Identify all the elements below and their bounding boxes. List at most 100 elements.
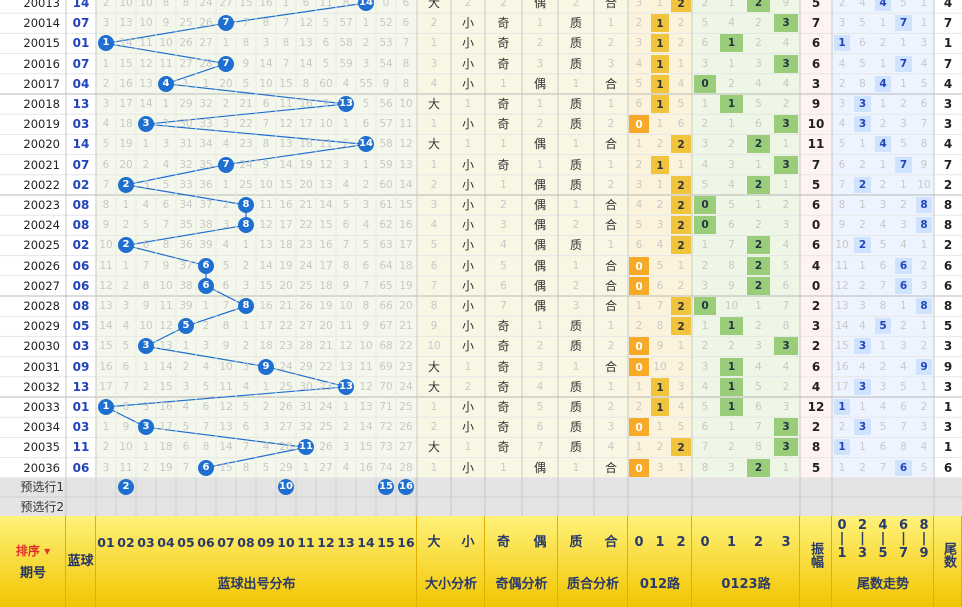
size-big: 1 bbox=[430, 37, 438, 50]
miss-count: 12 bbox=[399, 138, 413, 151]
route012-miss: 2 bbox=[656, 441, 664, 454]
even-cell: 偶 bbox=[533, 278, 546, 293]
miss-count: 7 bbox=[182, 461, 190, 474]
tail-miss: 3 bbox=[920, 279, 928, 292]
miss-count: 1 bbox=[182, 77, 190, 90]
blue-ball: 7 bbox=[218, 156, 234, 173]
miss-count: 14 bbox=[259, 57, 273, 70]
miss-count: 16 bbox=[299, 98, 313, 110]
amplitude-cell: 2 bbox=[811, 339, 821, 354]
miss-count: 12 bbox=[139, 57, 153, 70]
miss-count: 59 bbox=[339, 57, 353, 70]
tail-miss: 2 bbox=[838, 77, 846, 90]
miss-count: 25 bbox=[299, 279, 313, 292]
preselect-ball[interactable]: 10 bbox=[278, 479, 294, 495]
amplitude-cell: 3 bbox=[811, 319, 821, 334]
prime-cell: 质 bbox=[569, 117, 582, 132]
even-cell: 5 bbox=[536, 401, 544, 413]
miss-count: 1 bbox=[342, 401, 350, 413]
route012-hit: 1 bbox=[651, 155, 669, 174]
route0123-hit: 2 bbox=[747, 276, 770, 295]
miss-count: 19 bbox=[399, 279, 413, 292]
tail-hit: 7 bbox=[895, 156, 912, 173]
miss-count: 8 bbox=[102, 199, 110, 211]
miss-count: 1 bbox=[362, 17, 370, 30]
preselect-ball[interactable]: 15 bbox=[378, 479, 394, 495]
amplitude-header bbox=[800, 516, 832, 607]
miss-count: 8 bbox=[242, 461, 250, 474]
route0123-miss: 1 bbox=[755, 158, 762, 171]
odd-cell: 奇 bbox=[497, 440, 510, 455]
size-analysis-col: 大 bbox=[427, 535, 441, 550]
primecomp-analysis-col: 合 bbox=[604, 535, 618, 550]
tail-miss: 5 bbox=[879, 421, 887, 434]
tail-miss: 1 bbox=[900, 178, 907, 191]
ball-number-header: 11 bbox=[297, 535, 315, 550]
odd-cell: 奇 bbox=[497, 359, 510, 374]
composite-cell: 合 bbox=[604, 278, 617, 293]
route012-miss: 8 bbox=[656, 320, 664, 333]
route0123-miss: 2 bbox=[755, 219, 762, 232]
route012-hit: 0 bbox=[629, 115, 649, 134]
miss-count: 5 bbox=[262, 461, 270, 474]
even-cell: 偶 bbox=[533, 177, 546, 192]
route0123-miss: 7 bbox=[782, 300, 790, 312]
miss-count: 11 bbox=[259, 199, 273, 211]
miss-count: 7 bbox=[102, 178, 110, 191]
miss-count: 59 bbox=[379, 158, 393, 171]
miss-count: 26 bbox=[299, 300, 313, 312]
tail-miss: 7 bbox=[879, 279, 887, 292]
preselect-row-1-label[interactable]: 预选行1 bbox=[20, 480, 64, 494]
prime-cell: 质 bbox=[569, 157, 582, 172]
size-big: 大 bbox=[427, 0, 440, 10]
miss-count: 31 bbox=[179, 138, 193, 151]
route0123-miss: 8 bbox=[755, 441, 762, 454]
amplitude-cell: 6 bbox=[811, 36, 821, 51]
composite-cell: 合 bbox=[604, 460, 617, 475]
sort-header[interactable]: 排序 ▾ 期号 bbox=[0, 516, 66, 607]
miss-count: 10 bbox=[99, 239, 113, 252]
even-cell: 7 bbox=[536, 441, 544, 454]
miss-count: 8 bbox=[122, 401, 130, 413]
sort-toggle[interactable]: 排序 ▾ bbox=[15, 544, 51, 558]
miss-count: 3 bbox=[102, 461, 110, 474]
miss-count: 3 bbox=[362, 199, 370, 211]
miss-count: 3 bbox=[342, 158, 350, 171]
route0123-col: 3 bbox=[781, 535, 791, 550]
miss-count: 26 bbox=[399, 421, 413, 434]
route0123-miss: 3 bbox=[728, 158, 735, 171]
route012-miss: 1 bbox=[656, 178, 664, 191]
route0123-miss: 2 bbox=[701, 0, 709, 9]
miss-count: 4 bbox=[102, 118, 110, 131]
miss-count: 14 bbox=[159, 360, 173, 373]
blue-ball: 6 bbox=[198, 277, 214, 294]
tail-miss: 1 bbox=[920, 239, 928, 252]
period-cell: 20018 bbox=[23, 97, 60, 111]
tail-miss: 6 bbox=[920, 98, 928, 110]
period-cell: 20020 bbox=[23, 137, 60, 152]
miss-count: 27 bbox=[179, 57, 193, 70]
amplitude-cell: 5 bbox=[811, 460, 821, 475]
preselect-row-2-label[interactable]: 预选行2 bbox=[20, 500, 64, 514]
miss-count: 72 bbox=[379, 421, 393, 434]
miss-count: 34 bbox=[199, 138, 213, 151]
tail-hit: 7 bbox=[895, 55, 912, 72]
odd-cell: 奇 bbox=[497, 339, 510, 354]
miss-count: 1 bbox=[222, 37, 230, 50]
miss-count: 10 bbox=[139, 320, 153, 333]
tail-miss: 1 bbox=[859, 259, 866, 272]
composite-cell: 合 bbox=[604, 198, 617, 212]
even-cell: 1 bbox=[536, 158, 544, 171]
preselect-ball[interactable]: 2 bbox=[118, 479, 134, 495]
size-small: 小 bbox=[461, 177, 474, 192]
blue-ball: 7 bbox=[218, 55, 234, 72]
miss-count: 57 bbox=[379, 118, 393, 131]
odd-cell: 2 bbox=[500, 0, 507, 9]
size-small: 小 bbox=[461, 420, 474, 435]
preselect-ball[interactable]: 16 bbox=[398, 479, 414, 495]
miss-count: 60 bbox=[319, 77, 333, 90]
tail-group-top: 6 bbox=[898, 518, 909, 533]
miss-count: 7 bbox=[162, 219, 170, 232]
route012-miss: 1 bbox=[656, 118, 664, 131]
miss-count: 32 bbox=[299, 421, 313, 434]
